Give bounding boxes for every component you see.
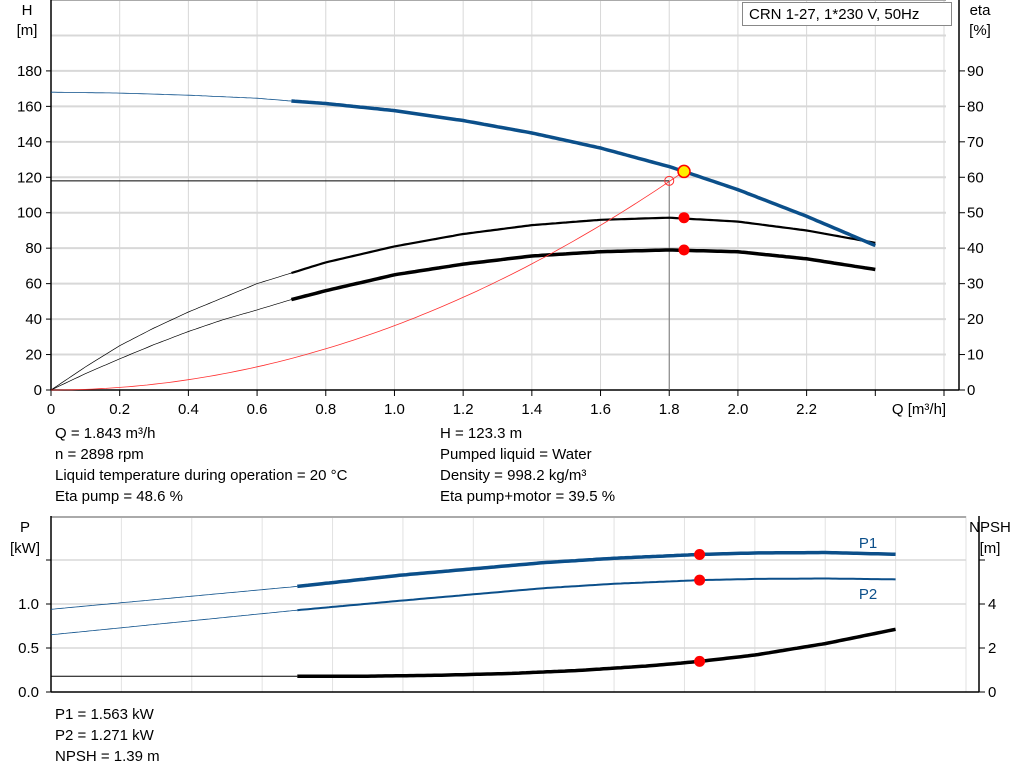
p1-curve (297, 550, 896, 589)
y-axis-unit-left: [m] (17, 22, 38, 39)
y-tick-label-left: 100 (17, 205, 42, 222)
head-curve-extrapolated (51, 91, 292, 102)
y-tick-label-right: 50 (967, 205, 984, 222)
info-npsh: NPSH = 1.39 m (55, 748, 160, 765)
y-tick-label-right: 60 (967, 169, 984, 186)
info-p1: P1 = 1.563 kW (55, 706, 154, 723)
eta-pump-motor-duty-marker (678, 244, 690, 256)
info-bottom: P1 = 1.563 kW P2 = 1.271 kW NPSH = 1.39 … (55, 704, 160, 767)
pump-model-legend: CRN 1-27, 1*230 V, 50Hz (742, 2, 952, 26)
npsh-duty-marker (694, 655, 706, 667)
p2-duty-marker (694, 574, 706, 586)
y-tick-label-right: 0 (988, 684, 996, 701)
info-density: Density = 998.2 kg/m³ (440, 467, 587, 484)
y-tick-label-right: 90 (967, 63, 984, 80)
p1-curve-extrapolated (50, 586, 298, 610)
head-curve (291, 99, 876, 248)
y-tick-label-left: 80 (25, 240, 42, 257)
y-tick-label-left: 60 (25, 276, 42, 293)
eta-pump-motor-curve (290, 248, 876, 302)
x-tick-label: 0 (47, 401, 55, 418)
y-tick-label-right: 40 (967, 240, 984, 257)
info-flow: Q = 1.843 m³/h (55, 425, 156, 442)
y-tick-label-left: 0.0 (18, 684, 39, 701)
info-head: H = 123.3 m (440, 425, 523, 442)
x-tick-label: 1.0 (384, 401, 405, 418)
p2-curve-extrapolated (50, 609, 298, 636)
y-tick-label-left: 0 (34, 382, 42, 399)
x-tick-label: 0.6 (247, 401, 268, 418)
y-axis-unit-right: [%] (969, 22, 991, 39)
info-temperature: Liquid temperature during operation = 20… (55, 467, 348, 484)
info-eta-pump-motor: Eta pump+motor = 39.5 % (440, 488, 616, 505)
y-axis-label-left: H (22, 2, 33, 19)
info-left: Q = 1.843 m³/h n = 2898 rpm Liquid tempe… (55, 423, 347, 507)
y-axis-label-right: eta (970, 2, 992, 19)
y-tick-label-right: 2 (988, 640, 996, 657)
eta-pump-motor-curve-extrapolated (50, 299, 292, 391)
x-tick-label: 1.2 (453, 401, 474, 418)
x-axis-label: Q [m³/h] (892, 401, 946, 418)
p2-series-label: P2 (859, 586, 877, 603)
y-tick-label-left: 160 (17, 98, 42, 115)
p2-curve (297, 577, 896, 612)
y-tick-label-left: 1.0 (18, 596, 39, 613)
y-tick-label-right: 30 (967, 276, 984, 293)
p1-series-label: P1 (859, 535, 877, 552)
p1-duty-marker (694, 548, 706, 560)
info-speed: n = 2898 rpm (55, 446, 144, 463)
y-axis-label-left: P (20, 519, 30, 536)
info-eta-pump: Eta pump = 48.6 % (55, 488, 183, 505)
system-curve (51, 171, 684, 391)
y-axis-unit-right: [m] (980, 540, 1001, 557)
x-tick-label: 2.2 (796, 401, 817, 418)
x-tick-label: 0.2 (109, 401, 130, 418)
x-tick-label: 1.4 (521, 401, 542, 418)
y-tick-label-right: 20 (967, 311, 984, 328)
eta-pump-duty-marker (678, 212, 690, 224)
y-axis-unit-left: [kW] (10, 540, 40, 557)
y-tick-label-right: 0 (967, 382, 975, 399)
duty-point-marker (677, 164, 691, 179)
x-tick-label: 0.4 (178, 401, 199, 418)
info-right: H = 123.3 m Pumped liquid = Water Densit… (440, 423, 615, 507)
y-axis-label-right: NPSH (969, 519, 1011, 536)
x-tick-label: 0.8 (315, 401, 336, 418)
npsh-curve (297, 627, 896, 678)
info-liquid: Pumped liquid = Water (440, 446, 592, 463)
y-tick-label-left: 180 (17, 63, 42, 80)
reference-point-marker (664, 175, 675, 186)
y-tick-label-left: 140 (17, 134, 42, 151)
y-tick-label-right: 70 (967, 134, 984, 151)
x-tick-label: 1.6 (590, 401, 611, 418)
y-tick-label-left: 20 (25, 347, 42, 364)
y-tick-label-left: 0.5 (18, 640, 39, 657)
info-p2: P2 = 1.271 kW (55, 727, 154, 744)
x-tick-label: 2.0 (727, 401, 748, 418)
x-tick-label: 1.8 (659, 401, 680, 418)
eta-pump-curve (291, 216, 876, 275)
y-tick-label-right: 10 (967, 347, 984, 364)
y-tick-label-right: 80 (967, 98, 984, 115)
eta-pump-curve-extrapolated (50, 272, 292, 391)
y-tick-label-left: 120 (17, 169, 42, 186)
y-tick-label-left: 40 (25, 311, 42, 328)
y-tick-label-right: 4 (988, 596, 996, 613)
